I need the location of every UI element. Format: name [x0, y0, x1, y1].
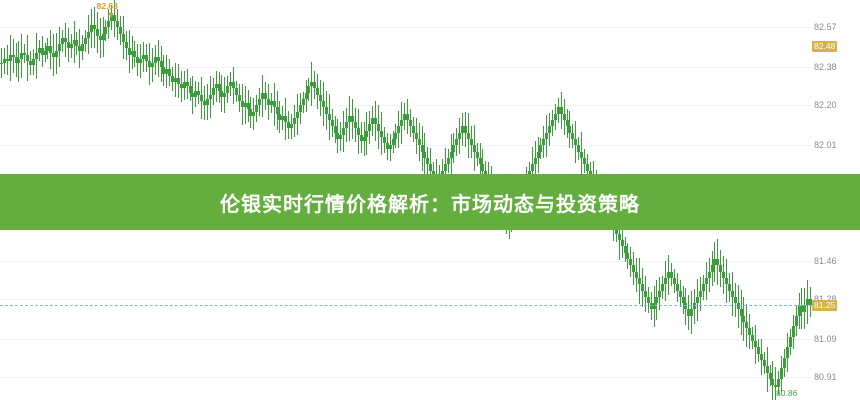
axis-tick-2: 82.20	[814, 100, 837, 111]
mid-price-tag: 82.48	[812, 41, 838, 53]
gridline-3	[0, 145, 812, 146]
high-marker-label: 82.63	[96, 1, 118, 11]
gridline-7	[0, 299, 812, 300]
last-price-line	[0, 305, 812, 307]
article-title-banner: 伦银实时行情价格解析：市场动态与投资策略	[0, 174, 860, 230]
axis-tick-3: 82.01	[814, 140, 837, 151]
axis-tick-7: 81.28	[814, 293, 837, 304]
axis-tick-6: 81.46	[814, 256, 837, 267]
axis-tick-8: 81.09	[814, 333, 837, 344]
axis-tick-0: 82.57	[814, 22, 837, 33]
last-price-tag: 81.25	[812, 300, 838, 312]
gridline-6	[0, 261, 812, 262]
gridline-8	[0, 339, 812, 340]
axis-tick-9: 80.91	[814, 371, 837, 382]
low-price-label: 80.86	[776, 388, 798, 398]
high-marker-arrow-icon: ▼	[106, 10, 116, 20]
gridline-9	[0, 377, 812, 378]
axis-tick-1: 82.38	[814, 62, 837, 73]
article-title-text: 伦银实时行情价格解析：市场动态与投资策略	[220, 193, 640, 216]
gridline-1	[0, 67, 812, 68]
gridline-0	[0, 27, 812, 28]
gridline-2	[0, 105, 812, 106]
